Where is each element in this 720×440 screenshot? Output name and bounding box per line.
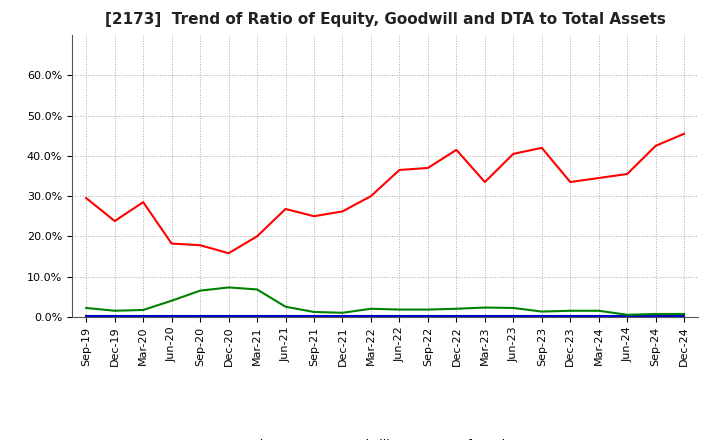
Deferred Tax Assets — [338, 310, 347, 315]
Goodwill — [139, 314, 148, 319]
Goodwill — [537, 314, 546, 319]
Deferred Tax Assets — [366, 306, 375, 312]
Goodwill — [110, 314, 119, 319]
Equity — [139, 199, 148, 205]
Deferred Tax Assets — [595, 308, 603, 313]
Equity — [680, 131, 688, 136]
Equity — [395, 167, 404, 172]
Equity — [566, 180, 575, 185]
Goodwill — [595, 314, 603, 319]
Equity — [423, 165, 432, 171]
Goodwill — [310, 314, 318, 319]
Equity — [282, 206, 290, 212]
Equity — [110, 218, 119, 224]
Equity — [366, 194, 375, 199]
Goodwill — [366, 314, 375, 319]
Goodwill — [253, 314, 261, 319]
Deferred Tax Assets — [110, 308, 119, 313]
Goodwill — [509, 314, 518, 319]
Deferred Tax Assets — [652, 312, 660, 317]
Equity — [452, 147, 461, 153]
Title: [2173]  Trend of Ratio of Equity, Goodwill and DTA to Total Assets: [2173] Trend of Ratio of Equity, Goodwil… — [105, 12, 665, 27]
Line: Equity: Equity — [86, 134, 684, 253]
Goodwill — [480, 314, 489, 319]
Equity — [338, 209, 347, 214]
Equity — [623, 171, 631, 176]
Deferred Tax Assets — [395, 307, 404, 312]
Equity — [480, 180, 489, 185]
Goodwill — [680, 314, 688, 319]
Line: Deferred Tax Assets: Deferred Tax Assets — [86, 287, 684, 315]
Deferred Tax Assets — [253, 287, 261, 292]
Goodwill — [623, 314, 631, 319]
Equity — [537, 145, 546, 150]
Goodwill — [652, 314, 660, 319]
Equity — [595, 176, 603, 181]
Goodwill — [225, 314, 233, 319]
Equity — [253, 234, 261, 239]
Deferred Tax Assets — [196, 288, 204, 293]
Goodwill — [82, 314, 91, 319]
Deferred Tax Assets — [537, 309, 546, 314]
Equity — [509, 151, 518, 157]
Deferred Tax Assets — [82, 305, 91, 311]
Goodwill — [196, 314, 204, 319]
Goodwill — [452, 314, 461, 319]
Deferred Tax Assets — [480, 305, 489, 310]
Equity — [225, 251, 233, 256]
Goodwill — [423, 314, 432, 319]
Goodwill — [338, 314, 347, 319]
Equity — [196, 242, 204, 248]
Deferred Tax Assets — [282, 304, 290, 309]
Goodwill — [566, 314, 575, 319]
Goodwill — [167, 314, 176, 319]
Equity — [167, 241, 176, 246]
Deferred Tax Assets — [680, 312, 688, 317]
Deferred Tax Assets — [167, 298, 176, 303]
Goodwill — [282, 314, 290, 319]
Deferred Tax Assets — [452, 306, 461, 312]
Deferred Tax Assets — [139, 307, 148, 312]
Equity — [310, 213, 318, 219]
Deferred Tax Assets — [423, 307, 432, 312]
Deferred Tax Assets — [509, 305, 518, 311]
Equity — [652, 143, 660, 148]
Goodwill — [395, 314, 404, 319]
Deferred Tax Assets — [566, 308, 575, 313]
Deferred Tax Assets — [225, 285, 233, 290]
Legend: Equity, Goodwill, Deferred Tax Assets: Equity, Goodwill, Deferred Tax Assets — [191, 434, 580, 440]
Deferred Tax Assets — [310, 309, 318, 315]
Deferred Tax Assets — [623, 312, 631, 317]
Equity — [82, 195, 91, 201]
